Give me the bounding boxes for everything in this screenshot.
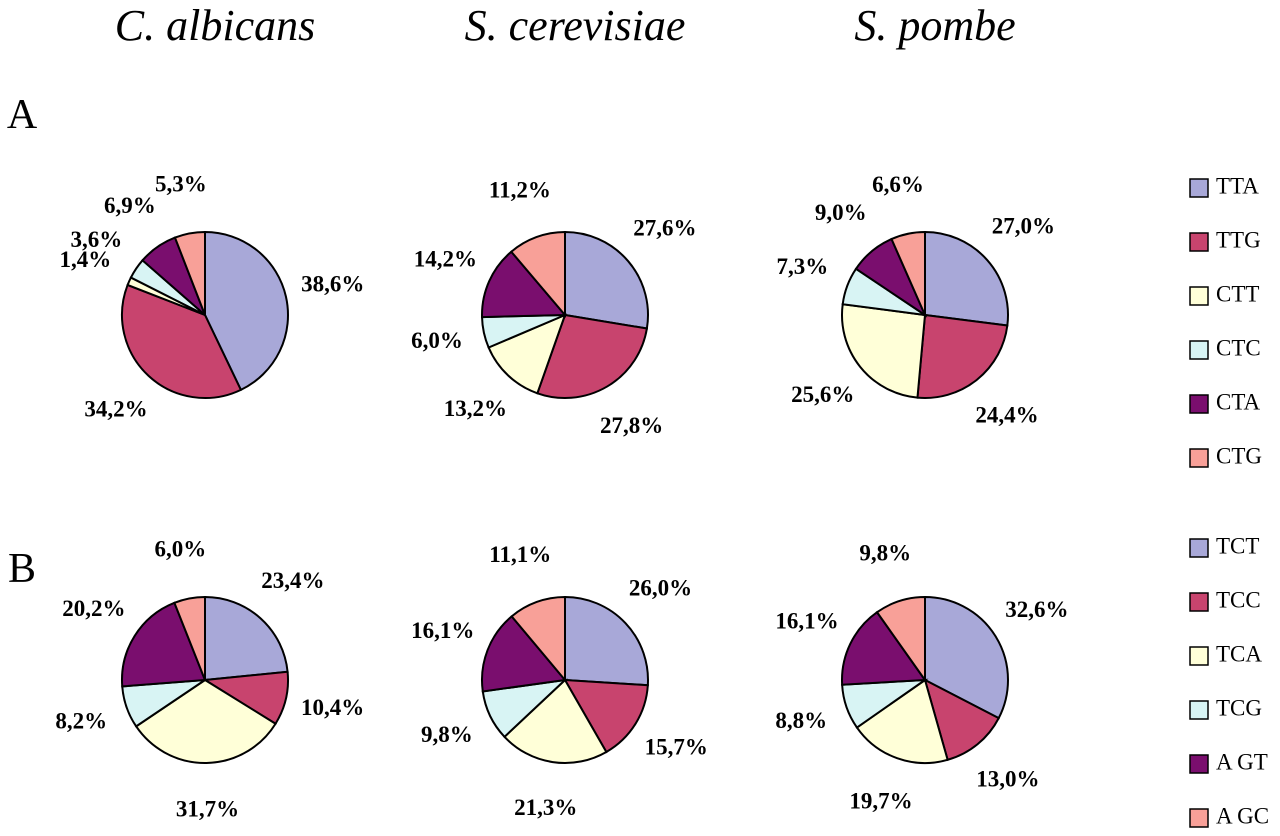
slice-label: 6,9% [104,193,156,218]
legend-swatch [1189,538,1209,558]
slice-label: 13,0% [976,767,1039,792]
pie-slice [564,230,649,330]
slice-label: 24,4% [975,402,1038,427]
legend-swatch [1189,178,1209,198]
slice-label: 8,2% [55,708,107,733]
column-title: C. albicans [115,1,315,50]
slice-label: 14,2% [414,247,477,272]
pie-slice [536,313,649,399]
legend-swatch [1189,592,1209,612]
pie-slice [173,230,206,316]
pie-slice [481,250,568,319]
pie-slice [487,313,567,395]
slice-label: 9,8% [421,722,473,747]
slice-label: 1,4% [59,247,111,272]
pie-slice [503,678,608,764]
pie-slice [204,230,289,392]
slice-label: 11,2% [489,177,551,202]
column-title: S. pombe [854,1,1015,50]
legend-swatch [1189,754,1209,774]
pie-slice [841,610,927,686]
legend-label: A GT [1216,749,1268,774]
row-label: A [7,92,38,138]
slice-label: 6,6% [872,172,924,197]
slice-label: 20,2% [62,596,125,621]
legend-label: CTA [1216,389,1261,414]
pie-slice [924,595,1009,720]
legend-label: CTC [1216,335,1261,360]
slice-label: 38,6% [301,271,364,296]
slice-label: 6,0% [411,328,463,353]
pie-slice [510,595,566,683]
slice-label: 27,8% [600,413,663,438]
legend-swatch [1189,448,1209,468]
slice-label: 9,8% [859,540,911,565]
pie-slice [121,601,207,688]
legend-swatch [1189,394,1209,414]
legend-swatch [1189,286,1209,306]
pie-slice [855,678,949,764]
slice-label: 26,0% [629,576,692,601]
pie-slice [875,595,926,684]
pie-slice [841,303,927,399]
pie-slice [204,595,289,682]
slice-label: 5,3% [155,172,207,197]
legend-label: TCT [1216,533,1259,558]
slice-label: 7,3% [777,254,829,279]
legend-label: CTT [1216,281,1259,306]
legend-swatch [1189,646,1209,666]
slice-label: 9,0% [815,200,867,225]
legend-label: A GC [1216,803,1269,828]
legend-swatch [1189,232,1209,252]
slice-label: 6,0% [155,537,207,562]
slice-label: 15,7% [645,734,708,759]
pie-slice [924,230,1009,327]
legend-label: TCG [1216,695,1262,720]
slice-label: 13,2% [444,396,507,421]
slice-label: 27,6% [633,216,696,241]
slice-label: 23,4% [261,568,324,593]
legend-label: TTG [1216,227,1261,252]
slice-label: 32,6% [1005,597,1068,622]
pie-slice [481,614,567,693]
slice-label: 10,4% [301,695,364,720]
legend-label: TCA [1216,641,1262,666]
pie-slice [916,313,1009,399]
pie-slice [564,595,649,687]
slice-label: 8,8% [775,708,827,733]
pie-slice [923,678,1001,762]
legend-label: CTG [1216,443,1262,468]
slice-label: 31,7% [176,796,239,821]
slice-label: 3,6% [71,227,123,252]
legend-swatch [1189,808,1209,828]
legend-swatch [1189,700,1209,720]
slice-label: 16,1% [775,608,838,633]
pie-slice [173,595,206,681]
legend-swatch [1189,340,1209,360]
slice-label: 25,6% [791,382,854,407]
legend-label: TTA [1216,173,1259,198]
legend-label: TCC [1216,587,1261,612]
slice-label: 34,2% [84,396,147,421]
column-title: S. cerevisiae [465,1,686,50]
slice-label: 27,0% [992,214,1055,239]
slice-label: 16,1% [411,618,474,643]
pie-slice [563,678,649,754]
slice-label: 19,7% [849,789,912,814]
slice-label: 11,1% [489,542,551,567]
pie-slice [509,230,566,318]
row-label: B [8,546,36,592]
slice-label: 21,3% [514,795,577,820]
pie-slice [121,283,243,399]
pie-slice [134,678,277,764]
pie-slice [890,230,926,316]
